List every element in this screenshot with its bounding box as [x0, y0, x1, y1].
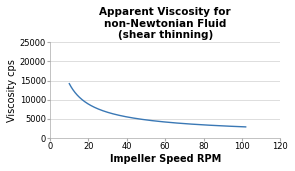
Title: Apparent Viscosity for
non-Newtonian Fluid
(shear thinning): Apparent Viscosity for non-Newtonian Flu… — [99, 7, 231, 40]
X-axis label: Impeller Speed RPM: Impeller Speed RPM — [109, 154, 221, 164]
Y-axis label: Viscosity cps: Viscosity cps — [7, 59, 17, 122]
